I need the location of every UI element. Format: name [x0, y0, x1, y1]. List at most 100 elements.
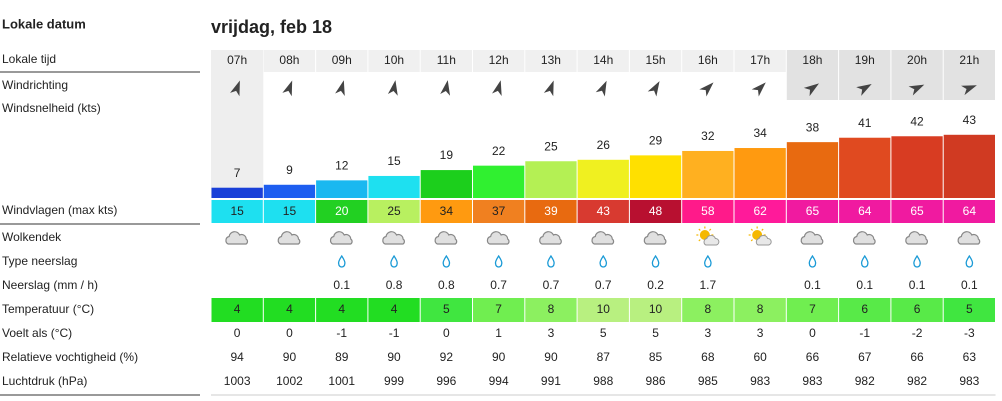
rain-drop [599, 254, 608, 268]
speed-bar [786, 142, 839, 198]
speed-bar [316, 180, 368, 198]
hour-label: 12h [489, 53, 509, 67]
humidity-value: 85 [649, 350, 663, 364]
gust-value: 43 [597, 204, 611, 218]
gust-value: 39 [544, 204, 558, 218]
feels-like-value: 5 [652, 326, 659, 340]
cloud [277, 231, 301, 245]
speed-bar [263, 184, 316, 198]
feels-like-value: -1 [389, 326, 400, 340]
sun-ray [750, 239, 753, 242]
cloud [957, 231, 981, 245]
pressure-value: 996 [436, 374, 456, 388]
humidity-value: 66 [910, 350, 924, 364]
rain-drop [860, 254, 869, 268]
arrow-shape [543, 80, 554, 97]
arrow-shape [230, 80, 240, 97]
speed-label: 26 [597, 138, 611, 152]
gust-value: 15 [230, 204, 244, 218]
precip-value: 0.1 [909, 278, 926, 292]
temp-value: 5 [966, 302, 973, 316]
cloud [755, 235, 772, 246]
rain-drop [965, 254, 974, 268]
rain-drop [808, 254, 817, 268]
pressure-value: 982 [907, 374, 927, 388]
wind-arrow [751, 82, 766, 97]
pressure-value: 986 [646, 374, 666, 388]
humidity-value: 87 [597, 350, 611, 364]
cloud [852, 231, 876, 245]
precip-value: 0.7 [595, 278, 612, 292]
arrow-shape [647, 81, 660, 97]
wind-arrow [335, 80, 345, 97]
hour-label: 13h [541, 53, 561, 67]
cloud-icon [539, 231, 562, 245]
header-cell [525, 50, 577, 72]
gust-value: 15 [283, 204, 297, 218]
pressure-value: 999 [384, 374, 404, 388]
wind-arrow [647, 81, 660, 97]
speed-label: 9 [286, 163, 293, 177]
cloud-icon [696, 226, 720, 246]
speed-label: 15 [387, 154, 401, 168]
arrow-shape [908, 84, 925, 96]
wind-arrow [543, 80, 554, 97]
precip-value: 0.1 [961, 278, 978, 292]
precip-value: 0.8 [386, 278, 403, 292]
feels-like-value: 0 [443, 326, 450, 340]
header-cell [263, 50, 316, 72]
cloud-icon [434, 231, 458, 245]
sun-ray [698, 239, 701, 242]
gust-cell [316, 200, 368, 223]
arrow-shape [595, 80, 607, 97]
speed-label: 42 [910, 114, 924, 128]
gust-cell [839, 200, 891, 223]
row-label: Lokale tijd [2, 52, 56, 66]
cloud [905, 231, 928, 245]
temp-cell [316, 298, 368, 322]
speed-label: 22 [492, 144, 506, 158]
cloud [539, 231, 562, 245]
gust-cell [525, 200, 577, 223]
cloud-icon [591, 231, 615, 245]
row-label: Luchtdruk (hPa) [2, 374, 87, 388]
cloud [434, 231, 458, 245]
gust-value: 34 [440, 204, 454, 218]
rain-drop [913, 254, 921, 268]
precip-value: 0.1 [856, 278, 873, 292]
humidity-value: 67 [858, 350, 872, 364]
row-label: Neerslag (mm / h) [2, 278, 98, 292]
sun-ray [761, 228, 764, 231]
humidity-value: 92 [440, 350, 454, 364]
temp-cell [420, 298, 472, 322]
hour-label: 16h [698, 53, 718, 67]
wind-arrow [282, 80, 293, 97]
header-cell [420, 50, 472, 72]
temp-value: 8 [757, 302, 764, 316]
rain-drop [442, 254, 451, 268]
cloud-icon [277, 231, 301, 245]
temp-value: 6 [861, 302, 868, 316]
gust-cell [263, 200, 316, 223]
feels-like-value: -1 [336, 326, 347, 340]
temp-cell [577, 298, 629, 322]
cloud [703, 235, 720, 246]
pressure-value: 982 [855, 374, 875, 388]
hour-label: 20h [907, 53, 927, 67]
cloud [382, 231, 405, 245]
header-cell [368, 50, 420, 72]
cloud-icon [329, 231, 353, 245]
hour-label: 08h [279, 53, 299, 67]
feels-like-value: 0 [286, 326, 293, 340]
gust-value: 64 [858, 204, 872, 218]
wind-arrow [856, 84, 872, 96]
speed-bar [577, 159, 629, 198]
arrow-shape [440, 80, 451, 96]
humidity-value: 94 [230, 350, 244, 364]
temp-cell [525, 298, 577, 322]
cloud [225, 231, 249, 245]
temp-value: 7 [809, 302, 816, 316]
row-label: Voelt als (°C) [2, 326, 72, 340]
cloud-icon [957, 231, 981, 245]
rain-drop [704, 254, 712, 268]
